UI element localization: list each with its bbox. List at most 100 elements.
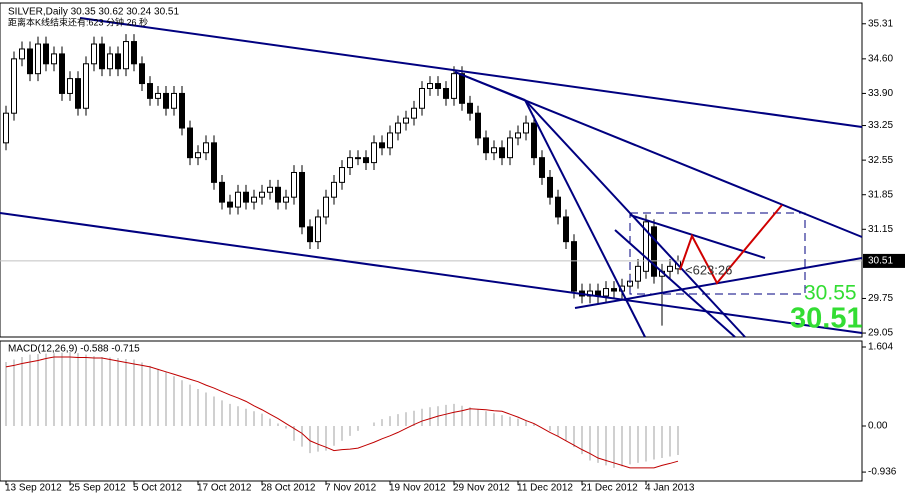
y-tick-label: 1.604 xyxy=(868,342,893,353)
countdown: 距离本K线结束还有:623 分钟 26 秒 xyxy=(8,16,148,27)
candle-body xyxy=(395,122,401,134)
candle-body xyxy=(371,142,377,164)
macd-title: MACD(12,26,9) -0.588 -0.715 xyxy=(8,344,140,355)
annotation: 30.55 xyxy=(804,282,857,305)
candle-body xyxy=(331,181,337,198)
candle-body xyxy=(435,83,441,89)
candle-body xyxy=(483,137,489,154)
candle-body xyxy=(403,117,409,124)
candle-body xyxy=(67,78,73,94)
labels: SILVER,Daily 30.35 30.62 30.24 30.51 距离本… xyxy=(8,7,863,355)
y-tick-label: -0.936 xyxy=(868,467,897,478)
candle-body xyxy=(203,142,209,154)
candle-body xyxy=(443,87,449,99)
candle-body xyxy=(211,142,217,183)
x-tick-label: 11 Dec 2012 xyxy=(517,483,573,494)
y-tick-label: 29.05 xyxy=(868,328,893,339)
last-price-box xyxy=(863,253,905,268)
candle-body xyxy=(163,92,169,109)
candle-body xyxy=(11,58,17,114)
projection xyxy=(679,204,783,285)
x-tick-label: 13 Sep 2012 xyxy=(5,483,62,494)
candle-body xyxy=(139,63,145,85)
candle-body xyxy=(107,53,113,70)
x-tick-label: 4 Jan 2013 xyxy=(645,483,695,494)
candle-body xyxy=(315,216,321,243)
candle-body xyxy=(235,191,241,208)
x-tick-label: 17 Oct 2012 xyxy=(197,483,252,494)
candle-body xyxy=(499,147,505,159)
candle-body xyxy=(251,196,257,203)
target-box xyxy=(629,212,806,295)
candle-body xyxy=(515,132,521,139)
candle-body xyxy=(299,171,305,228)
trendline xyxy=(524,99,746,338)
candle-body xyxy=(323,196,329,218)
candle-body xyxy=(59,53,65,94)
trendline xyxy=(629,214,766,259)
candle-body xyxy=(459,73,465,104)
macd-panel xyxy=(0,340,863,482)
annotation: <623:26 xyxy=(685,262,732,277)
candle-body xyxy=(19,48,25,60)
trendline xyxy=(454,71,526,101)
price-panel xyxy=(0,2,863,338)
y-tick-label: 34.60 xyxy=(868,53,893,64)
candle-body xyxy=(307,226,313,243)
x-tick-label: 7 Nov 2012 xyxy=(325,483,377,494)
candle-body xyxy=(667,265,673,272)
candle-body xyxy=(651,226,657,277)
y-tick-label: 31.15 xyxy=(868,224,893,235)
candle-body xyxy=(611,288,617,292)
candle-body xyxy=(43,43,49,65)
candle-body xyxy=(419,87,425,109)
candle-body xyxy=(555,196,561,218)
candle-body xyxy=(547,176,553,198)
candle-body xyxy=(91,43,97,65)
x-tick-label: 5 Oct 2012 xyxy=(133,483,182,494)
candle-body xyxy=(51,53,57,65)
trendline xyxy=(79,17,863,128)
x-tick-label: 21 Dec 2012 xyxy=(581,483,638,494)
candle-body xyxy=(411,107,417,119)
y-tick-label: 0.00 xyxy=(868,421,888,432)
candle-body xyxy=(291,171,297,198)
candle-body xyxy=(507,137,513,159)
candle-body xyxy=(283,196,289,203)
candle-body xyxy=(179,92,185,129)
candle-body xyxy=(539,157,545,178)
trendline xyxy=(574,257,863,309)
candle-body xyxy=(35,43,41,75)
x-tick-label: 25 Sep 2012 xyxy=(69,483,126,494)
x-tick-label: 29 Nov 2012 xyxy=(453,483,510,494)
trendline xyxy=(524,99,646,338)
candle-body xyxy=(339,167,345,183)
plot-layer: 35.31 34.60 33.90 33.25 32.55 31.85 31.15 29.75… xyxy=(0,18,905,494)
candle-body xyxy=(123,41,129,70)
candle-body xyxy=(387,132,393,149)
y-tick-label: 35.31 xyxy=(868,18,893,29)
candle-body xyxy=(219,181,225,203)
candle-body xyxy=(75,78,81,109)
candle-body xyxy=(267,186,273,193)
candle-body xyxy=(155,92,161,99)
candle-body xyxy=(427,83,433,89)
y-tick-label: 33.25 xyxy=(868,120,893,131)
candle-body xyxy=(147,83,153,99)
trendline xyxy=(0,212,863,334)
candle-body xyxy=(491,147,497,154)
candle-body xyxy=(243,191,249,203)
chart-title: SILVER,Daily 30.35 30.62 30.24 30.51 xyxy=(8,7,179,18)
last-price-label: 30.51 xyxy=(868,256,893,267)
candle-body xyxy=(379,142,385,149)
candle-body xyxy=(355,157,361,160)
y-tick-label: 31.85 xyxy=(868,189,893,200)
signal-line xyxy=(5,356,679,469)
candle-body xyxy=(643,221,649,272)
candle-body xyxy=(531,122,537,159)
candle-body xyxy=(187,127,193,159)
candle-body xyxy=(475,112,481,139)
candle-body xyxy=(467,102,473,114)
candle-body xyxy=(3,112,9,144)
